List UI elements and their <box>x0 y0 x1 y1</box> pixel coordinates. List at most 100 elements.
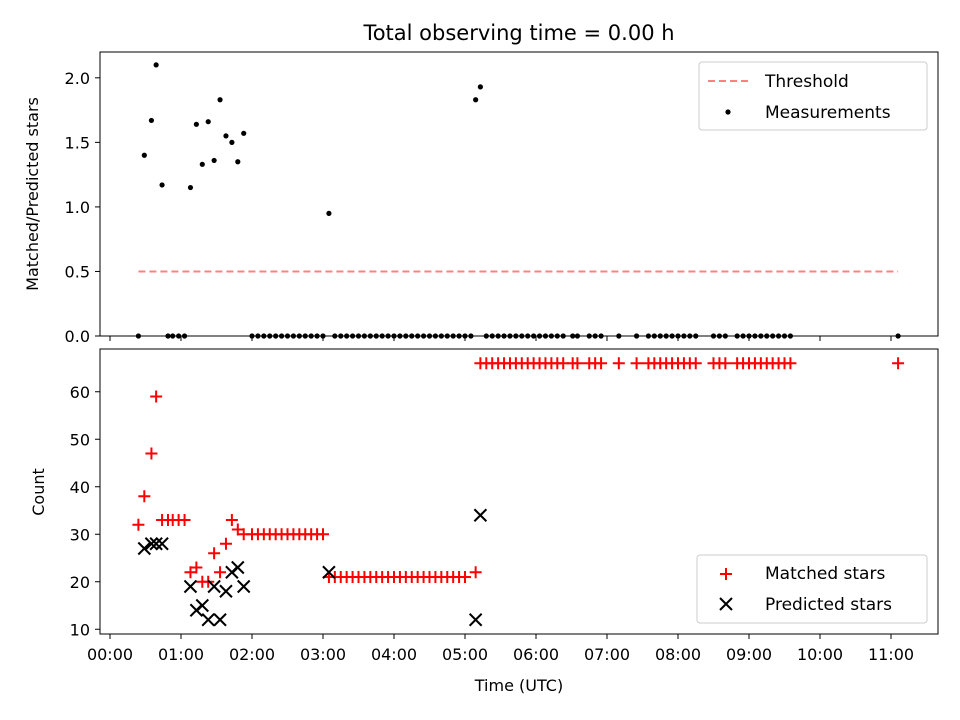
bottom-x-tick-label: 00:00 <box>87 645 133 664</box>
bottom-x-tick-label: 09:00 <box>726 645 772 664</box>
measurement-point <box>153 62 159 68</box>
measurement-point <box>159 182 165 188</box>
measurement-point <box>477 84 483 90</box>
predicted-star-point <box>183 579 198 594</box>
predicted-star-point <box>322 565 336 579</box>
bottom-plot-area <box>132 357 905 627</box>
top-y-tick-label: 2.0 <box>65 69 90 88</box>
matched-star-point <box>719 357 732 370</box>
legend-measurements-label: Measurements <box>765 103 891 123</box>
top-axes-frame <box>99 51 939 337</box>
bottom-y-tick-label: 20 <box>70 573 90 592</box>
predicted-star-point <box>219 584 233 598</box>
measurement-point <box>223 133 229 139</box>
measurement-point <box>148 117 155 124</box>
legend-threshold-label: Threshold <box>764 72 849 92</box>
measurement-point <box>217 97 223 103</box>
predicted-star-point <box>137 541 152 556</box>
measurement-point <box>326 210 332 216</box>
legend-predicted-label: Predicted stars <box>765 595 892 615</box>
bottom-x-tick-label: 11:00 <box>868 645 914 664</box>
legend-matched-label: Matched stars <box>765 564 885 584</box>
matched-star-point <box>459 571 471 583</box>
measurement-point <box>187 184 194 191</box>
top-y-axis-label: Matched/Predicted stars <box>23 97 42 291</box>
measurement-point <box>199 161 205 167</box>
bottom-y-tick-label: 60 <box>70 383 90 402</box>
top-panel: Total observing time = 0.00 h 0.0 0.5 1.0 1… <box>23 21 939 346</box>
predicted-star-point <box>195 598 210 613</box>
matched-star-point <box>612 357 625 370</box>
matched-star-point <box>190 561 203 574</box>
matched-star-point <box>178 514 191 526</box>
top-y-tick-label: 0.0 <box>65 327 90 346</box>
measurement-point <box>235 159 241 165</box>
measurement-point <box>229 139 235 145</box>
matched-star-point <box>317 528 329 541</box>
predicted-star-point <box>237 579 251 594</box>
measurement-point <box>141 152 147 158</box>
matched-star-point <box>138 490 151 503</box>
legend-matched-marker <box>720 568 732 580</box>
predicted-star-point <box>468 613 483 627</box>
measurement-point <box>205 119 211 125</box>
matched-star-point <box>892 357 905 370</box>
predicted-star-point <box>231 560 245 575</box>
bottom-x-tick-label: 10:00 <box>797 645 843 664</box>
top-legend-box <box>698 61 928 131</box>
top-y-tick-label: 0.5 <box>65 262 90 281</box>
matched-star-point <box>219 537 232 550</box>
bottom-x-tick-label: 01:00 <box>158 645 204 664</box>
measurement-point <box>241 130 247 136</box>
matched-star-point <box>571 357 584 370</box>
chart-title: Total observing time = 0.00 h <box>362 21 674 45</box>
matched-star-point <box>595 357 608 370</box>
predicted-star-point <box>144 537 159 551</box>
measurement-point <box>473 97 479 103</box>
top-legend: Threshold Measurements <box>698 61 928 131</box>
measurement-point <box>211 157 217 164</box>
matched-star-point <box>150 390 163 403</box>
bottom-x-tick-label: 08:00 <box>655 645 701 664</box>
top-y-tick-label: 1.5 <box>65 133 90 152</box>
legend-measurements-marker <box>725 109 731 115</box>
matched-star-point <box>469 566 482 579</box>
legend-predicted-marker <box>719 597 733 611</box>
predicted-star-point <box>149 537 163 551</box>
bottom-x-tick-label: 05:00 <box>442 645 488 664</box>
matched-star-point <box>784 357 797 370</box>
matched-star-point <box>208 547 221 560</box>
x-axis-label: Time (UTC) <box>474 676 563 695</box>
bottom-x-tick-label: 06:00 <box>513 645 559 664</box>
predicted-star-point <box>207 579 221 594</box>
predicted-star-point <box>155 537 169 551</box>
matched-star-point <box>689 357 702 370</box>
bottom-x-tick-label: 04:00 <box>371 645 417 664</box>
top-x-ticks <box>109 336 892 341</box>
predicted-star-point <box>213 613 227 627</box>
matched-star-point <box>214 566 227 579</box>
predicted-star-point <box>473 508 488 522</box>
bottom-x-ticks: 00:00 01:00 02:00 03:00 04:00 05:00 06:00 07:00… <box>87 634 914 664</box>
bottom-y-tick-label: 40 <box>70 478 90 497</box>
bottom-x-tick-label: 03:00 <box>300 645 346 664</box>
predicted-star-point <box>201 613 215 627</box>
bottom-legend-box <box>696 554 928 624</box>
bottom-axes-frame <box>99 348 939 635</box>
matched-star-point <box>145 447 158 460</box>
bottom-y-ticks: 10 20 30 40 50 60 <box>70 383 100 639</box>
matched-star-point <box>132 518 145 531</box>
top-y-tick-label: 1.0 <box>65 198 90 217</box>
bottom-y-tick-label: 10 <box>70 620 90 639</box>
top-y-ticks: 0.0 0.5 1.0 1.5 2.0 <box>65 69 100 346</box>
bottom-panel: 10 20 30 40 50 60 00:00 01:00 02:00 03:00 04:00 05… <box>29 348 939 695</box>
matched-star-point <box>225 514 238 526</box>
bottom-x-tick-label: 07:00 <box>584 645 630 664</box>
bottom-y-tick-label: 30 <box>70 525 90 544</box>
bottom-x-tick-label: 02:00 <box>229 645 275 664</box>
bottom-legend: Matched stars Predicted stars <box>696 554 928 624</box>
bottom-y-tick-label: 50 <box>70 430 90 449</box>
measurement-point <box>193 121 199 127</box>
bottom-y-axis-label: Count <box>29 468 48 516</box>
